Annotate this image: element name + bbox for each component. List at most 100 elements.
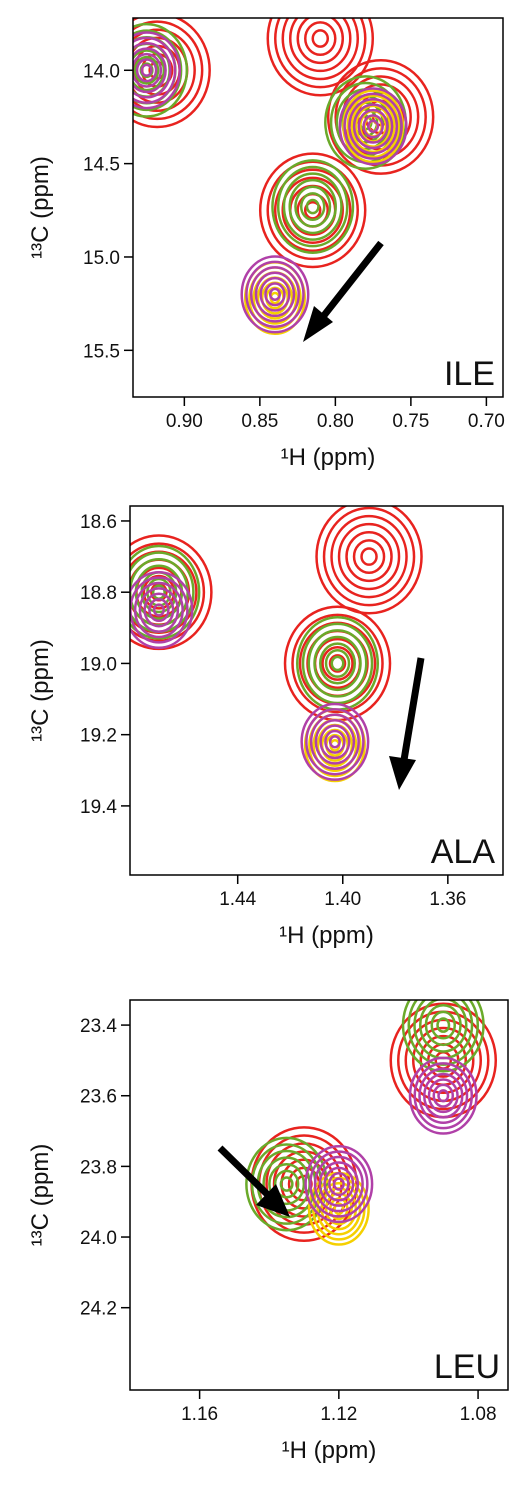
x-tick-label: 1.44 [219, 889, 256, 910]
y-tick-label: 24.2 [80, 1299, 117, 1320]
contour-ring [367, 119, 380, 133]
contour-ring [321, 645, 354, 681]
y-tick-label: 18.8 [80, 583, 117, 604]
contour-ring [408, 1056, 478, 1135]
plot-area [133, 18, 435, 335]
plot-area [130, 506, 423, 783]
contour-ring [362, 114, 384, 139]
contour-ring [133, 55, 160, 85]
contour-ring [264, 282, 286, 307]
contour-ring [304, 21, 337, 56]
x-tick-label: 0.90 [166, 411, 203, 432]
contour-ring [326, 59, 435, 175]
contour-ring [314, 718, 356, 765]
contour-ring [298, 621, 377, 706]
contour-ring [133, 20, 204, 121]
contour-ring [291, 613, 384, 714]
contour-ring [282, 172, 343, 241]
y-tick-label: 19.4 [80, 797, 117, 818]
contour-ring [345, 531, 393, 583]
contour-ring [133, 22, 189, 118]
contour-ring [346, 94, 400, 159]
contour-ring [268, 287, 281, 301]
contour-ring [138, 587, 180, 633]
y-tick-label: 19.0 [80, 654, 117, 675]
contour-ring [133, 36, 177, 104]
x-tick-label: 1.36 [429, 889, 466, 910]
contour-ring [324, 729, 346, 754]
contour-ring [258, 152, 367, 269]
contour-ring [407, 1000, 479, 1066]
arrow-head [303, 306, 333, 342]
contour-ring [281, 176, 344, 244]
contour-ring [434, 1051, 453, 1070]
x-axis-label: ¹H (ppm) [282, 1437, 377, 1464]
x-tick-label: 0.70 [468, 411, 505, 432]
contour-ring [133, 49, 166, 92]
contour-ring [133, 581, 184, 639]
y-tick-label: 23.4 [80, 1016, 117, 1037]
contour-ring [266, 18, 374, 97]
contour-ring [305, 708, 365, 776]
contour-ring [148, 597, 170, 623]
contour-ring [245, 1136, 329, 1232]
contour-ring [259, 276, 291, 312]
x-tick-label: 1.08 [460, 1404, 497, 1425]
contour-ring [401, 1000, 485, 1073]
contour-ring [279, 1176, 294, 1192]
arrow [217, 1145, 271, 1198]
contour-ring [437, 1089, 450, 1103]
contour-ring [245, 260, 305, 328]
contour-ring [319, 642, 357, 685]
contour-ring [300, 702, 370, 781]
contour-ring [304, 1144, 374, 1224]
contour-ring [152, 603, 165, 617]
contour-ring [268, 1162, 306, 1206]
contour-ring [135, 58, 158, 83]
y-axis-label: ¹³C (ppm) [27, 639, 54, 742]
contour-ring [360, 547, 378, 566]
x-axis-label: ¹H (ppm) [279, 922, 374, 949]
contour-ring [424, 1004, 462, 1047]
y-axis-label: ¹³C (ppm) [27, 156, 54, 259]
arrow [400, 657, 425, 761]
panel-label: LEU [434, 1348, 500, 1386]
contour-ring [316, 1182, 362, 1236]
contour-ring [311, 29, 330, 48]
panel-label: ALA [431, 833, 496, 871]
contour-ring [130, 544, 201, 640]
contour-ring [307, 629, 368, 698]
contour-ring [343, 92, 403, 160]
contour-ring [419, 1000, 468, 1053]
contour-ring [271, 159, 355, 255]
panel-label: ILE [444, 355, 495, 393]
x-axis-label: ¹H (ppm) [281, 444, 376, 471]
y-tick-label: 24.0 [80, 1228, 117, 1249]
contour-ring [296, 18, 345, 65]
contour-ring [322, 506, 416, 607]
contour-ring [337, 522, 401, 591]
contour-ring [281, 18, 360, 81]
y-tick-label: 14.0 [83, 61, 120, 82]
contour-ring [436, 1017, 451, 1033]
contour-ring [328, 1171, 350, 1197]
contour-ring [324, 1192, 353, 1226]
contour-ring [273, 168, 352, 253]
plot-frame [132, 17, 504, 398]
y-axis-label: ¹³C (ppm) [27, 1144, 54, 1247]
contour-ring [309, 713, 360, 771]
y-tick-label: 18.6 [80, 512, 117, 533]
arrows [217, 240, 425, 1217]
contour-ring [274, 18, 367, 89]
contour-ring [133, 47, 167, 94]
contour-ring [352, 103, 394, 150]
contour-ring [328, 735, 341, 749]
contour-ring [413, 1062, 474, 1130]
contour-ring [240, 255, 310, 334]
x-tick-label: 0.85 [241, 411, 278, 432]
contour-ring [332, 1177, 345, 1191]
contour-ring [350, 99, 396, 154]
contour-ring [423, 1072, 464, 1119]
contour-ring [288, 178, 337, 235]
